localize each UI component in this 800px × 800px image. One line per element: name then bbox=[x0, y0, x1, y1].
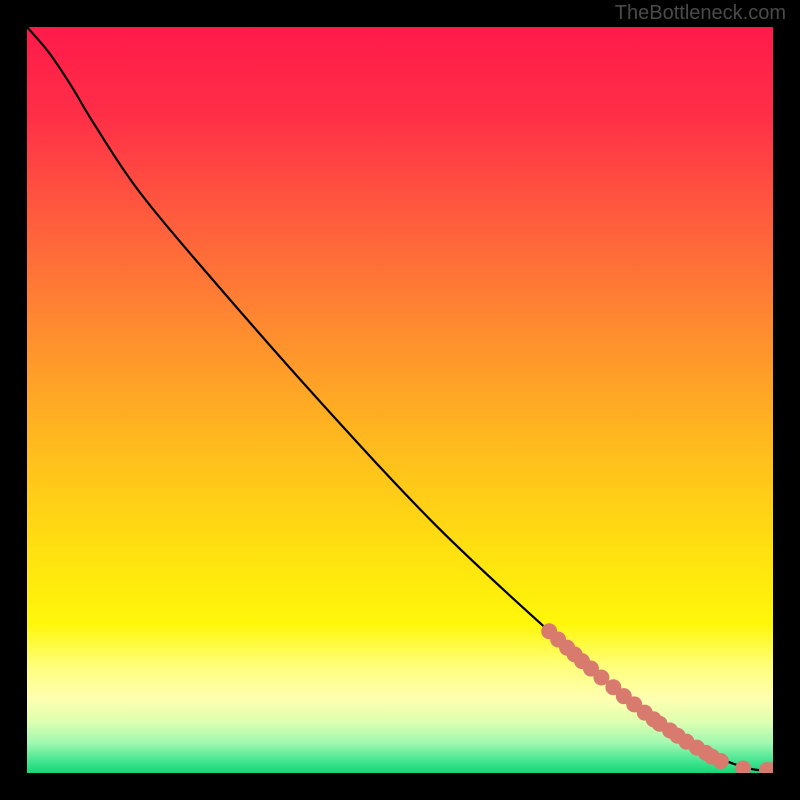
data-markers bbox=[541, 623, 773, 773]
attribution-text: TheBottleneck.com bbox=[615, 2, 786, 25]
curve-layer bbox=[27, 27, 773, 773]
plot-area bbox=[27, 27, 773, 773]
data-marker bbox=[713, 753, 729, 769]
data-marker bbox=[735, 761, 751, 773]
bottleneck-curve bbox=[27, 27, 773, 770]
